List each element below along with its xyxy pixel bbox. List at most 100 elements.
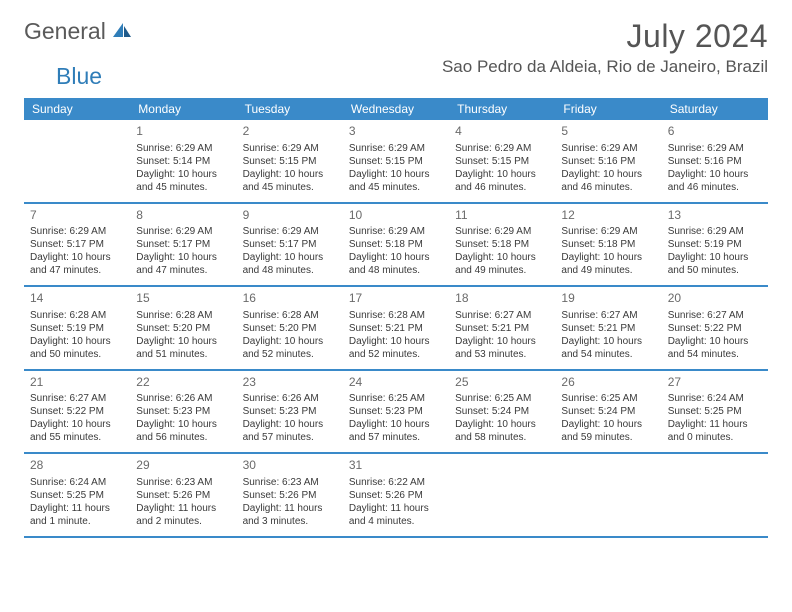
date-number: 30 xyxy=(243,458,337,474)
daylight-text: Daylight: 10 hours and 57 minutes. xyxy=(349,418,443,444)
sunrise-text: Sunrise: 6:28 AM xyxy=(349,309,443,322)
sunset-text: Sunset: 5:16 PM xyxy=(668,155,762,168)
calendar-empty-cell xyxy=(24,120,130,202)
sunset-text: Sunset: 5:25 PM xyxy=(668,405,762,418)
date-number: 2 xyxy=(243,124,337,140)
calendar-day-cell: 26Sunrise: 6:25 AMSunset: 5:24 PMDayligh… xyxy=(555,371,661,453)
daylight-text: Daylight: 10 hours and 50 minutes. xyxy=(30,335,124,361)
daylight-text: Daylight: 11 hours and 4 minutes. xyxy=(349,502,443,528)
date-number: 14 xyxy=(30,291,124,307)
daylight-text: Daylight: 11 hours and 3 minutes. xyxy=(243,502,337,528)
daylight-text: Daylight: 10 hours and 49 minutes. xyxy=(561,251,655,277)
sunset-text: Sunset: 5:21 PM xyxy=(561,322,655,335)
calendar-week: 7Sunrise: 6:29 AMSunset: 5:17 PMDaylight… xyxy=(24,204,768,288)
calendar-day-cell: 21Sunrise: 6:27 AMSunset: 5:22 PMDayligh… xyxy=(24,371,130,453)
calendar-day-cell: 3Sunrise: 6:29 AMSunset: 5:15 PMDaylight… xyxy=(343,120,449,202)
date-number: 16 xyxy=(243,291,337,307)
date-number: 13 xyxy=(668,208,762,224)
date-number: 4 xyxy=(455,124,549,140)
date-number: 20 xyxy=(668,291,762,307)
daylight-text: Daylight: 10 hours and 46 minutes. xyxy=(561,168,655,194)
date-number: 12 xyxy=(561,208,655,224)
calendar-day-cell: 16Sunrise: 6:28 AMSunset: 5:20 PMDayligh… xyxy=(237,287,343,369)
daylight-text: Daylight: 10 hours and 45 minutes. xyxy=(349,168,443,194)
calendar-day-cell: 25Sunrise: 6:25 AMSunset: 5:24 PMDayligh… xyxy=(449,371,555,453)
daylight-text: Daylight: 10 hours and 46 minutes. xyxy=(668,168,762,194)
date-number: 15 xyxy=(136,291,230,307)
date-number: 23 xyxy=(243,375,337,391)
calendar-day-cell: 10Sunrise: 6:29 AMSunset: 5:18 PMDayligh… xyxy=(343,204,449,286)
calendar-empty-cell xyxy=(449,454,555,536)
sunset-text: Sunset: 5:25 PM xyxy=(30,489,124,502)
daylight-text: Daylight: 10 hours and 52 minutes. xyxy=(243,335,337,361)
calendar-week: 28Sunrise: 6:24 AMSunset: 5:25 PMDayligh… xyxy=(24,454,768,538)
sunrise-text: Sunrise: 6:22 AM xyxy=(349,476,443,489)
sunset-text: Sunset: 5:18 PM xyxy=(561,238,655,251)
calendar-empty-cell xyxy=(662,454,768,536)
daylight-text: Daylight: 10 hours and 50 minutes. xyxy=(668,251,762,277)
dayhead-sunday: Sunday xyxy=(24,98,130,120)
calendar-day-cell: 4Sunrise: 6:29 AMSunset: 5:15 PMDaylight… xyxy=(449,120,555,202)
date-number: 26 xyxy=(561,375,655,391)
date-number: 11 xyxy=(455,208,549,224)
calendar-day-cell: 15Sunrise: 6:28 AMSunset: 5:20 PMDayligh… xyxy=(130,287,236,369)
calendar-week: 21Sunrise: 6:27 AMSunset: 5:22 PMDayligh… xyxy=(24,371,768,455)
calendar-day-cell: 13Sunrise: 6:29 AMSunset: 5:19 PMDayligh… xyxy=(662,204,768,286)
sunset-text: Sunset: 5:18 PM xyxy=(349,238,443,251)
date-number: 27 xyxy=(668,375,762,391)
sunset-text: Sunset: 5:24 PM xyxy=(455,405,549,418)
sunrise-text: Sunrise: 6:25 AM xyxy=(349,392,443,405)
calendar-day-cell: 12Sunrise: 6:29 AMSunset: 5:18 PMDayligh… xyxy=(555,204,661,286)
daylight-text: Daylight: 10 hours and 59 minutes. xyxy=(561,418,655,444)
sunrise-text: Sunrise: 6:24 AM xyxy=(668,392,762,405)
daylight-text: Daylight: 10 hours and 46 minutes. xyxy=(455,168,549,194)
sunset-text: Sunset: 5:22 PM xyxy=(30,405,124,418)
logo-text-general: General xyxy=(24,18,106,45)
daylight-text: Daylight: 10 hours and 48 minutes. xyxy=(349,251,443,277)
daylight-text: Daylight: 11 hours and 2 minutes. xyxy=(136,502,230,528)
logo-sail-icon xyxy=(111,18,133,45)
sunset-text: Sunset: 5:26 PM xyxy=(136,489,230,502)
sunset-text: Sunset: 5:17 PM xyxy=(243,238,337,251)
calendar-week: 14Sunrise: 6:28 AMSunset: 5:19 PMDayligh… xyxy=(24,287,768,371)
date-number: 1 xyxy=(136,124,230,140)
sunset-text: Sunset: 5:18 PM xyxy=(455,238,549,251)
calendar-day-cell: 23Sunrise: 6:26 AMSunset: 5:23 PMDayligh… xyxy=(237,371,343,453)
sunrise-text: Sunrise: 6:23 AM xyxy=(243,476,337,489)
calendar-day-cell: 11Sunrise: 6:29 AMSunset: 5:18 PMDayligh… xyxy=(449,204,555,286)
calendar-day-cell: 29Sunrise: 6:23 AMSunset: 5:26 PMDayligh… xyxy=(130,454,236,536)
daylight-text: Daylight: 10 hours and 57 minutes. xyxy=(243,418,337,444)
calendar-day-cell: 8Sunrise: 6:29 AMSunset: 5:17 PMDaylight… xyxy=(130,204,236,286)
dayhead-wednesday: Wednesday xyxy=(343,98,449,120)
daylight-text: Daylight: 10 hours and 48 minutes. xyxy=(243,251,337,277)
sunrise-text: Sunrise: 6:25 AM xyxy=(455,392,549,405)
sunrise-text: Sunrise: 6:29 AM xyxy=(455,225,549,238)
sunset-text: Sunset: 5:20 PM xyxy=(136,322,230,335)
date-number: 19 xyxy=(561,291,655,307)
sunset-text: Sunset: 5:15 PM xyxy=(243,155,337,168)
dayhead-tuesday: Tuesday xyxy=(237,98,343,120)
sunset-text: Sunset: 5:23 PM xyxy=(243,405,337,418)
dayhead-friday: Friday xyxy=(555,98,661,120)
calendar-day-cell: 27Sunrise: 6:24 AMSunset: 5:25 PMDayligh… xyxy=(662,371,768,453)
daylight-text: Daylight: 10 hours and 51 minutes. xyxy=(136,335,230,361)
daylight-text: Daylight: 10 hours and 47 minutes. xyxy=(30,251,124,277)
sunrise-text: Sunrise: 6:26 AM xyxy=(243,392,337,405)
daylight-text: Daylight: 10 hours and 58 minutes. xyxy=(455,418,549,444)
calendar-day-cell: 28Sunrise: 6:24 AMSunset: 5:25 PMDayligh… xyxy=(24,454,130,536)
sunrise-text: Sunrise: 6:29 AM xyxy=(668,142,762,155)
sunset-text: Sunset: 5:19 PM xyxy=(668,238,762,251)
calendar-week: 1Sunrise: 6:29 AMSunset: 5:14 PMDaylight… xyxy=(24,120,768,204)
calendar-day-cell: 7Sunrise: 6:29 AMSunset: 5:17 PMDaylight… xyxy=(24,204,130,286)
sunrise-text: Sunrise: 6:29 AM xyxy=(349,142,443,155)
sunrise-text: Sunrise: 6:25 AM xyxy=(561,392,655,405)
date-number: 17 xyxy=(349,291,443,307)
date-number: 25 xyxy=(455,375,549,391)
date-number: 21 xyxy=(30,375,124,391)
calendar-day-cell: 31Sunrise: 6:22 AMSunset: 5:26 PMDayligh… xyxy=(343,454,449,536)
calendar-day-cell: 1Sunrise: 6:29 AMSunset: 5:14 PMDaylight… xyxy=(130,120,236,202)
daylight-text: Daylight: 10 hours and 49 minutes. xyxy=(455,251,549,277)
sunset-text: Sunset: 5:23 PM xyxy=(349,405,443,418)
sunset-text: Sunset: 5:26 PM xyxy=(243,489,337,502)
calendar-day-cell: 9Sunrise: 6:29 AMSunset: 5:17 PMDaylight… xyxy=(237,204,343,286)
